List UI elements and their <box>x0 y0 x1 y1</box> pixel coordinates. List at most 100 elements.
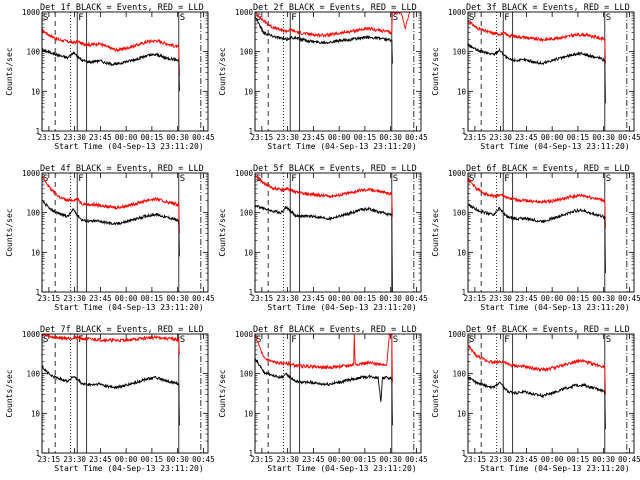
y-tick-label: 1000 <box>22 8 41 17</box>
x-tick-label: 23:15 <box>251 133 274 142</box>
series-lld-red <box>42 334 180 355</box>
series-lld-red <box>468 344 606 395</box>
marker-S: S <box>256 13 261 23</box>
x-tick-label: 00:15 <box>354 133 377 142</box>
x-tick-label: 00:00 <box>328 294 351 303</box>
y-tick-label: 10 <box>31 248 41 257</box>
x-tick-label: 00:30 <box>166 133 189 142</box>
x-axis-label: Start Time (04-Sep-13 23:11:20) <box>54 142 203 151</box>
y-tick-label: 100 <box>26 370 40 379</box>
plot-frame <box>467 172 635 293</box>
marker-S: S <box>469 13 474 23</box>
marker-S: S <box>256 335 261 345</box>
x-tick-label: 00:00 <box>115 294 138 303</box>
x-axis-label: Start Time (04-Sep-13 23:11:20) <box>267 464 416 473</box>
y-axis-label: Counts/sec <box>431 369 440 417</box>
y-tick-label: 1 <box>248 127 253 136</box>
x-tick-label: 23:30 <box>489 455 512 464</box>
series-events-black <box>255 204 393 292</box>
x-tick-label: 23:45 <box>515 455 538 464</box>
x-tick-label: 23:15 <box>38 133 61 142</box>
y-axis-label: Counts/sec <box>218 208 227 256</box>
marker-F: F <box>291 13 296 23</box>
y-tick-label: 10 <box>457 248 467 257</box>
marker-S: S <box>606 335 611 345</box>
x-tick-label: 00:45 <box>618 455 640 464</box>
x-tick-label: 00:30 <box>379 133 402 142</box>
y-tick-label: 100 <box>239 370 253 379</box>
x-tick-label: 00:30 <box>592 294 615 303</box>
plot-frame <box>467 11 635 132</box>
y-tick-label: 10 <box>31 409 41 418</box>
y-axis-label: Counts/sec <box>431 208 440 256</box>
panel-det-8: Det 8f BLACK = Events, RED = LLD Counts/s… <box>218 325 428 473</box>
x-tick-label: 23:45 <box>515 133 538 142</box>
y-tick-label: 1000 <box>448 330 467 339</box>
x-tick-label: 23:15 <box>464 455 487 464</box>
x-tick-label: 23:15 <box>251 455 274 464</box>
x-tick-label: 00:45 <box>618 133 640 142</box>
marker-F: F <box>78 13 83 23</box>
marker-S: S <box>180 13 185 23</box>
marker-F: F <box>504 335 509 345</box>
x-tick-label: 00:00 <box>115 455 138 464</box>
y-tick-label: 1 <box>248 449 253 458</box>
x-tick-label: 23:15 <box>464 294 487 303</box>
marker-F: F <box>504 13 509 23</box>
panel-title: Det 9f BLACK = Events, RED = LLD <box>466 325 630 335</box>
series-events-black <box>42 364 180 426</box>
x-tick-label: 00:30 <box>592 455 615 464</box>
x-tick-label: 23:45 <box>89 455 112 464</box>
y-axis-label: Counts/sec <box>218 369 227 417</box>
x-tick-label: 00:30 <box>592 133 615 142</box>
y-tick-label: 10 <box>244 409 254 418</box>
marker-S: S <box>180 335 185 345</box>
x-axis-label: Start Time (04-Sep-13 23:11:20) <box>480 464 629 473</box>
marker-F: F <box>78 174 83 184</box>
y-tick-label: 10 <box>244 248 254 257</box>
marker-S: S <box>469 174 474 184</box>
series-events-black <box>468 42 606 104</box>
panel-det-1: Det 1f BLACK = Events, RED = LLD Counts/s… <box>5 3 215 151</box>
series-lld-red <box>255 12 411 38</box>
y-tick-label: 1000 <box>22 169 41 178</box>
series-lld-red <box>468 20 606 64</box>
x-tick-label: 23:45 <box>302 455 325 464</box>
series-events-black <box>468 203 606 274</box>
series-lld-red <box>468 177 606 229</box>
x-tick-label: 00:15 <box>141 455 164 464</box>
x-axis-label: Start Time (04-Sep-13 23:11:20) <box>480 303 629 312</box>
marker-F: F <box>291 174 296 184</box>
x-tick-label: 00:15 <box>141 294 164 303</box>
x-tick-label: 23:30 <box>489 294 512 303</box>
x-tick-label: 00:15 <box>567 455 590 464</box>
y-tick-label: 1 <box>461 288 466 297</box>
marker-S: S <box>180 174 185 184</box>
y-tick-label: 1 <box>248 288 253 297</box>
x-tick-label: 00:00 <box>541 455 564 464</box>
y-tick-label: 1 <box>35 127 40 136</box>
x-tick-label: 00:15 <box>354 294 377 303</box>
panel-det-2: Det 2f BLACK = Events, RED = LLD Counts/s… <box>218 3 428 151</box>
marker-F: F <box>78 335 83 345</box>
series-events-black <box>42 47 180 92</box>
y-axis-label: Counts/sec <box>5 47 14 95</box>
x-tick-label: 23:45 <box>302 133 325 142</box>
plot-frame <box>467 333 635 454</box>
x-tick-label: 00:00 <box>541 294 564 303</box>
marker-S: S <box>43 335 48 345</box>
y-tick-label: 100 <box>239 48 253 57</box>
x-tick-label: 23:30 <box>276 294 299 303</box>
panel-title: Det 6f BLACK = Events, RED = LLD <box>466 164 630 174</box>
x-tick-label: 00:45 <box>405 455 428 464</box>
x-axis-label: Start Time (04-Sep-13 23:11:20) <box>267 303 416 312</box>
x-tick-label: 23:30 <box>63 294 86 303</box>
x-tick-label: 00:00 <box>328 133 351 142</box>
x-tick-label: 00:00 <box>328 455 351 464</box>
y-tick-label: 100 <box>26 48 40 57</box>
x-tick-label: 23:45 <box>515 294 538 303</box>
y-axis-label: Counts/sec <box>5 208 14 256</box>
marker-S: S <box>606 13 611 23</box>
x-tick-label: 23:30 <box>63 133 86 142</box>
